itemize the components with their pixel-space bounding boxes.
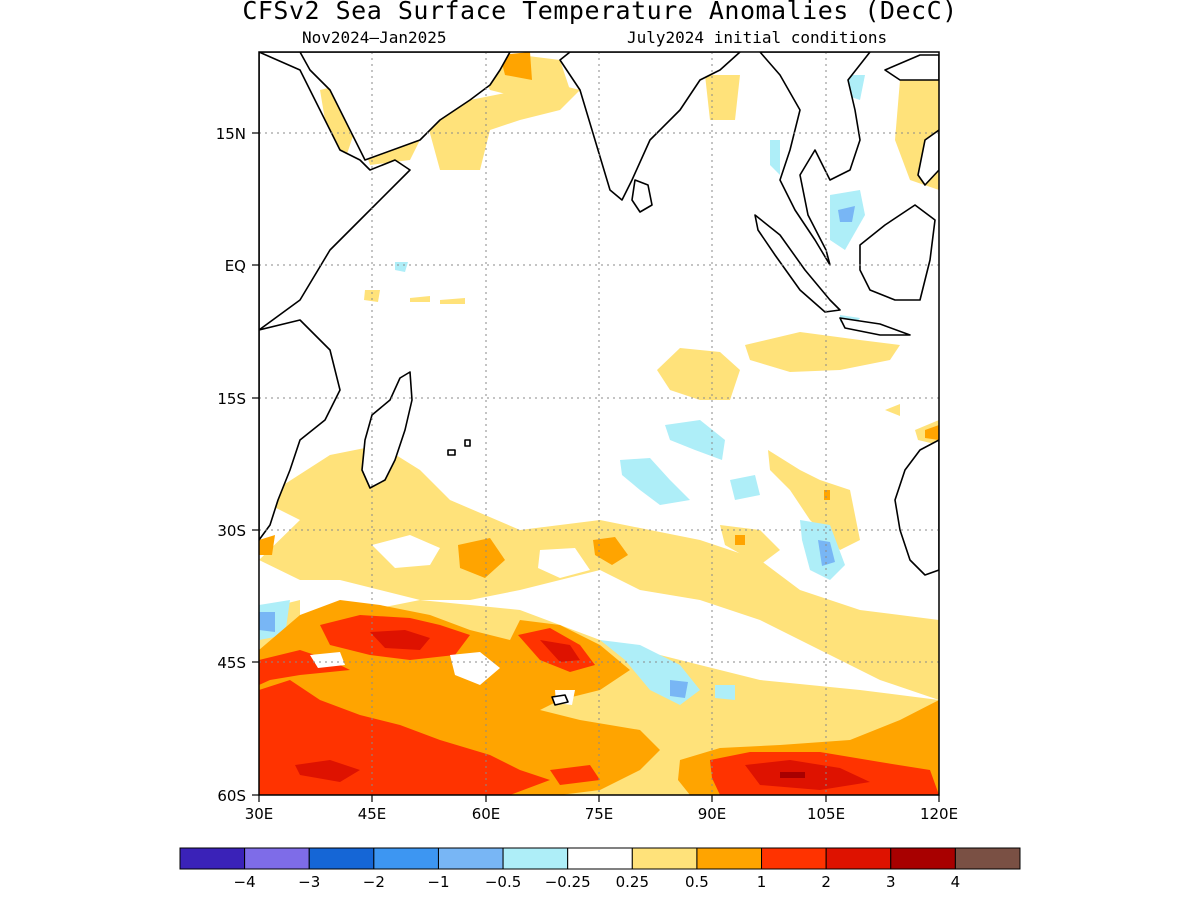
forecast-period: Nov2024–Jan2025 — [302, 28, 447, 47]
x-tick-label: 105E — [807, 805, 845, 823]
coastlines — [259, 52, 939, 706]
initial-conditions: July2024 initial conditions — [627, 28, 888, 47]
colorbar-swatch — [890, 847, 956, 870]
anomaly-2-3 — [295, 630, 870, 790]
colorbar-swatch — [437, 847, 504, 870]
x-tick-label: 60E — [472, 805, 501, 823]
colorbar-swatch — [696, 847, 763, 870]
x-tick-label: 75E — [585, 805, 614, 823]
colorbar-label: −2 — [363, 873, 385, 891]
colorbar-label: −1 — [427, 873, 449, 891]
colorbar-label: −4 — [234, 873, 256, 891]
colorbar-swatch — [244, 847, 310, 870]
colorbar-label: 0.5 — [685, 873, 709, 891]
colorbar-label: −0.25 — [545, 873, 591, 891]
colorbar-label: −0.5 — [485, 873, 521, 891]
anomaly-neg-0.5 — [259, 158, 855, 698]
y-tick-label: 15N — [216, 125, 246, 143]
tick-marks — [252, 132, 940, 802]
colorbar-swatch — [954, 847, 1021, 870]
x-tick-label: 90E — [698, 805, 727, 823]
colorbar-swatch — [761, 847, 827, 870]
colorbar-swatch — [825, 847, 892, 870]
anomaly-field — [259, 52, 939, 795]
colorbar-swatch — [502, 847, 569, 870]
x-tick-label: 120E — [920, 805, 958, 823]
colorbar-swatch — [179, 847, 246, 870]
colorbar-swatch — [567, 847, 633, 870]
y-tick-label: 60S — [217, 787, 246, 805]
colorbar-swatch — [308, 847, 375, 870]
grid-lines — [259, 52, 939, 795]
colorbar-label: 1 — [757, 873, 767, 891]
y-tick-label: 30S — [217, 522, 246, 540]
colorbar-label: −3 — [298, 873, 320, 891]
y-tick-label: 15S — [217, 390, 246, 408]
x-tick-label: 30E — [245, 805, 274, 823]
colorbar-label: 2 — [821, 873, 831, 891]
colorbar-swatch — [373, 847, 439, 870]
chart-title: CFSv2 Sea Surface Temperature Anomalies … — [242, 0, 958, 25]
x-tick-label: 45E — [358, 805, 387, 823]
colorbar: −4 −3 −2 −1 −0.5 −0.25 0.25 0.5 1 2 3 4 — [179, 847, 1021, 891]
x-axis-labels: 30E 45E 60E 75E 90E 105E 120E — [245, 805, 958, 823]
y-tick-label: EQ — [225, 257, 246, 275]
y-tick-label: 45S — [217, 654, 246, 672]
colorbar-label: 4 — [951, 873, 961, 891]
colorbar-swatch — [631, 847, 698, 870]
colorbar-label: 3 — [886, 873, 896, 891]
y-axis-labels: 15N EQ 15S 30S 45S 60S — [216, 125, 246, 805]
anomaly-3-4 — [780, 772, 805, 778]
colorbar-label: 0.25 — [616, 873, 649, 891]
